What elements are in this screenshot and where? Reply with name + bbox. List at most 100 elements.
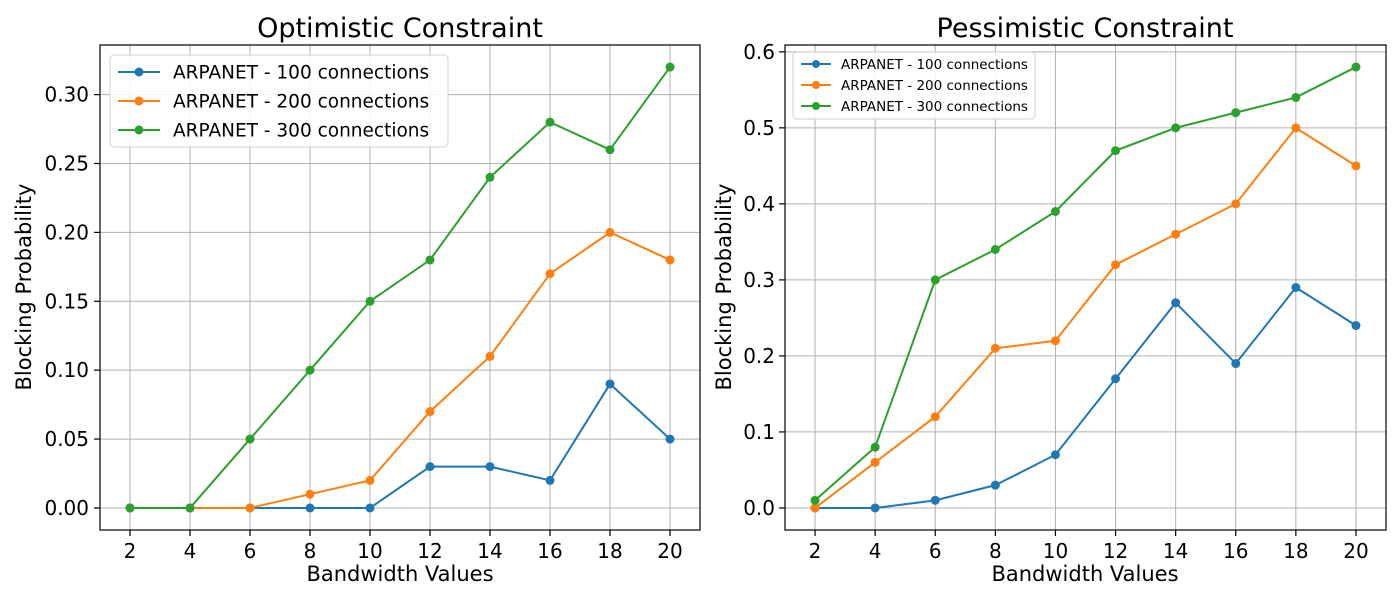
- data-point: [1050, 336, 1060, 346]
- legend: ARPANET - 100 connections ARPANET - 200 c…: [792, 51, 1036, 120]
- series-3: [810, 62, 1361, 505]
- data-point: [605, 379, 615, 389]
- data-point: [485, 172, 495, 182]
- y-tick-label: 0.0: [743, 496, 775, 520]
- legend-label: ARPANET - 200 connections: [841, 78, 1028, 94]
- data-point: [930, 495, 940, 505]
- data-point: [665, 255, 675, 265]
- y-tick-label: 0.6: [743, 40, 775, 64]
- legend-marker: [134, 125, 144, 135]
- y-tick-label: 0.5: [743, 116, 775, 140]
- series-3: [125, 62, 675, 513]
- y-axis-label: Blocking Probability: [712, 184, 736, 391]
- data-point: [1291, 123, 1301, 133]
- plot-frame: [784, 44, 1387, 531]
- data-point: [1050, 206, 1060, 216]
- pessimistic-chart: Pessimistic Constraint Bandwidth Values …: [712, 13, 1387, 586]
- x-tick-label: 14: [477, 539, 502, 563]
- legend-marker: [812, 102, 820, 110]
- data-point: [425, 255, 435, 265]
- x-tick-label: 2: [809, 539, 822, 563]
- y-tick-label: 0.25: [44, 151, 89, 175]
- series-line: [814, 126, 1357, 509]
- x-tick-label: 12: [417, 539, 442, 563]
- x-tick-label: 16: [1223, 539, 1248, 563]
- x-tick-label: 8: [304, 539, 317, 563]
- y-tick-label: 0.4: [743, 192, 775, 216]
- optimistic-chart: Optimistic Constraint Bandwidth Values B…: [12, 13, 701, 586]
- series-line: [130, 231, 671, 509]
- data-point: [1351, 62, 1361, 72]
- data-point: [1351, 161, 1361, 171]
- series-1: [810, 283, 1361, 513]
- data-point: [810, 503, 820, 513]
- x-tick-label: 6: [244, 539, 257, 563]
- data-point: [665, 62, 675, 72]
- data-point: [990, 343, 1000, 353]
- legend-marker: [134, 96, 144, 106]
- y-tick-label: 0.05: [44, 427, 89, 451]
- legend-label: ARPANET - 300 connections: [173, 121, 429, 142]
- data-point: [425, 407, 435, 417]
- x-tick-label: 14: [1163, 539, 1188, 563]
- data-point: [545, 475, 555, 485]
- data-point: [665, 434, 675, 444]
- legend-label: ARPANET - 300 connections: [841, 99, 1028, 115]
- y-tick-label: 0.30: [44, 83, 89, 107]
- data-point: [1111, 374, 1121, 384]
- data-point: [545, 269, 555, 279]
- data-point: [990, 480, 1000, 490]
- y-tick-label: 0.1: [743, 420, 775, 444]
- data-point: [870, 457, 880, 467]
- x-tick-label: 4: [869, 539, 882, 563]
- series-line: [814, 66, 1357, 502]
- legend-label: ARPANET - 100 connections: [841, 57, 1028, 73]
- x-tick-label: 20: [1343, 539, 1368, 563]
- data-point: [365, 475, 375, 485]
- y-axis-label: Blocking Probability: [12, 184, 36, 391]
- data-point: [810, 495, 820, 505]
- y-tick-label: 0.15: [44, 289, 89, 313]
- data-point: [425, 462, 435, 472]
- x-tick-label: 10: [357, 539, 382, 563]
- legend-box: [109, 54, 449, 148]
- data-point: [125, 503, 135, 513]
- y-tick-label: 0.3: [743, 268, 775, 292]
- data-point: [870, 442, 880, 452]
- data-point: [485, 351, 495, 361]
- x-tick-label: 6: [929, 539, 942, 563]
- x-axis-label: Bandwidth Values: [306, 562, 493, 586]
- data-point: [1171, 123, 1181, 133]
- data-point: [305, 365, 315, 375]
- x-tick-label: 2: [124, 539, 137, 563]
- data-point: [1291, 283, 1301, 292]
- legend-marker: [812, 81, 820, 89]
- data-point: [305, 503, 315, 513]
- data-point: [545, 117, 555, 127]
- data-point: [1231, 108, 1241, 118]
- x-tick-label: 16: [537, 539, 562, 563]
- data-point: [990, 244, 1000, 254]
- series-2: [810, 123, 1361, 513]
- data-point: [185, 503, 195, 513]
- x-tick-label: 18: [597, 539, 622, 563]
- x-tick-label: 8: [989, 539, 1002, 563]
- data-point: [1111, 260, 1121, 270]
- x-axis-label: Bandwidth Values: [991, 562, 1178, 586]
- series-line: [815, 286, 1357, 509]
- series-line: [130, 66, 671, 509]
- chart-title: Pessimistic Constraint: [937, 13, 1234, 44]
- data-point: [930, 412, 940, 422]
- data-point: [1050, 450, 1060, 460]
- data-point: [1171, 229, 1181, 239]
- x-tick-label: 4: [184, 539, 197, 563]
- data-point: [1231, 359, 1241, 369]
- y-tick-label: 0.00: [44, 496, 89, 520]
- data-point: [245, 503, 255, 513]
- data-point: [485, 462, 495, 472]
- x-tick-label: 18: [1283, 539, 1308, 563]
- legend-label: ARPANET - 100 connections: [173, 63, 429, 84]
- y-tick-label: 0.10: [44, 358, 89, 382]
- x-tick-label: 10: [1043, 539, 1068, 563]
